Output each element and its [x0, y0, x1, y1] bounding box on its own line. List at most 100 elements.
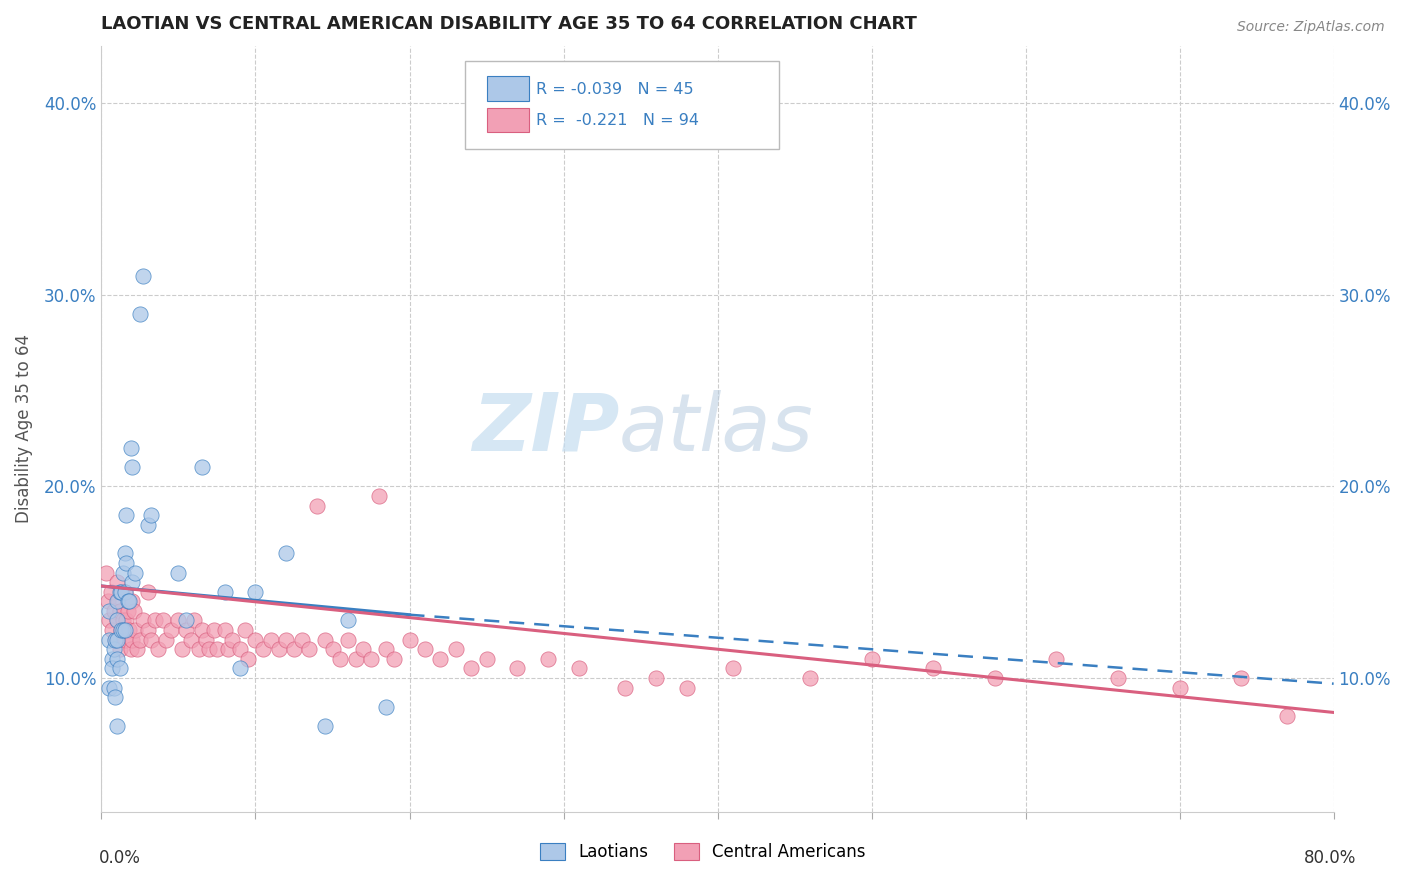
Point [198, 642, 221, 657]
Point [122, 604, 145, 618]
Point [860, 652, 883, 666]
Point [205, 642, 228, 657]
Point [1045, 652, 1067, 666]
Point [114, 632, 136, 647]
Point [129, 632, 152, 647]
Point [190, 460, 212, 475]
Point [444, 642, 467, 657]
Point [229, 642, 252, 657]
Point [107, 594, 129, 608]
Point [117, 594, 139, 608]
Point [136, 584, 159, 599]
Point [537, 652, 560, 666]
Point [110, 584, 132, 599]
Point [721, 661, 744, 675]
Point [94, 566, 117, 580]
Point [121, 594, 143, 608]
Point [298, 642, 321, 657]
Point [675, 681, 697, 695]
Point [314, 719, 336, 733]
Point [115, 508, 138, 522]
Point [283, 642, 305, 657]
Point [112, 623, 135, 637]
Point [291, 632, 314, 647]
Point [120, 642, 142, 657]
Point [984, 671, 1007, 685]
Point [276, 632, 298, 647]
Point [124, 566, 146, 580]
Point [136, 623, 159, 637]
Point [139, 508, 162, 522]
Point [129, 307, 152, 321]
Point [121, 632, 143, 647]
Point [108, 584, 131, 599]
Point [375, 699, 398, 714]
Point [183, 614, 205, 628]
Point [314, 632, 336, 647]
Point [236, 652, 259, 666]
Point [136, 517, 159, 532]
Point [100, 584, 122, 599]
Point [375, 642, 398, 657]
Point [167, 566, 190, 580]
Point [1277, 709, 1299, 723]
Point [187, 642, 209, 657]
Text: atlas: atlas [619, 390, 814, 468]
Point [98, 681, 121, 695]
Point [267, 642, 290, 657]
Text: 0.0%: 0.0% [98, 849, 141, 867]
Point [245, 632, 267, 647]
Point [799, 671, 821, 685]
Point [475, 652, 498, 666]
Text: 80.0%: 80.0% [1303, 849, 1357, 867]
Point [114, 546, 136, 560]
Point [101, 623, 124, 637]
Point [360, 652, 382, 666]
Point [110, 623, 132, 637]
Point [108, 642, 131, 657]
Point [121, 575, 143, 590]
Point [155, 632, 177, 647]
Point [352, 642, 374, 657]
Point [1230, 671, 1253, 685]
Point [103, 604, 125, 618]
Text: LAOTIAN VS CENTRAL AMERICAN DISABILITY AGE 35 TO 64 CORRELATION CHART: LAOTIAN VS CENTRAL AMERICAN DISABILITY A… [101, 15, 917, 33]
Point [132, 614, 155, 628]
Point [252, 642, 274, 657]
Text: R = -0.039   N = 45: R = -0.039 N = 45 [537, 82, 695, 97]
Point [413, 642, 436, 657]
Point [115, 556, 138, 570]
Point [104, 632, 127, 647]
Point [1107, 671, 1129, 685]
Point [180, 632, 202, 647]
Point [506, 661, 529, 675]
Point [329, 652, 352, 666]
Point [115, 614, 138, 628]
Point [460, 661, 482, 675]
Point [245, 584, 267, 599]
Point [98, 632, 121, 647]
Point [221, 632, 243, 647]
Point [105, 719, 128, 733]
Point [195, 632, 218, 647]
Point [104, 632, 127, 647]
Point [108, 661, 131, 675]
Point [568, 661, 591, 675]
Point [114, 584, 136, 599]
Point [103, 681, 125, 695]
Point [276, 546, 298, 560]
Point [214, 584, 236, 599]
Text: ZIP: ZIP [471, 390, 619, 468]
Point [108, 604, 131, 618]
Point [922, 661, 945, 675]
Point [101, 652, 124, 666]
Point [367, 489, 389, 503]
Point [398, 632, 420, 647]
Point [260, 632, 283, 647]
Text: Source: ZipAtlas.com: Source: ZipAtlas.com [1237, 20, 1385, 34]
Point [105, 614, 128, 628]
Point [105, 632, 128, 647]
Point [105, 614, 128, 628]
Y-axis label: Disability Age 35 to 64: Disability Age 35 to 64 [15, 334, 32, 524]
Point [336, 614, 359, 628]
